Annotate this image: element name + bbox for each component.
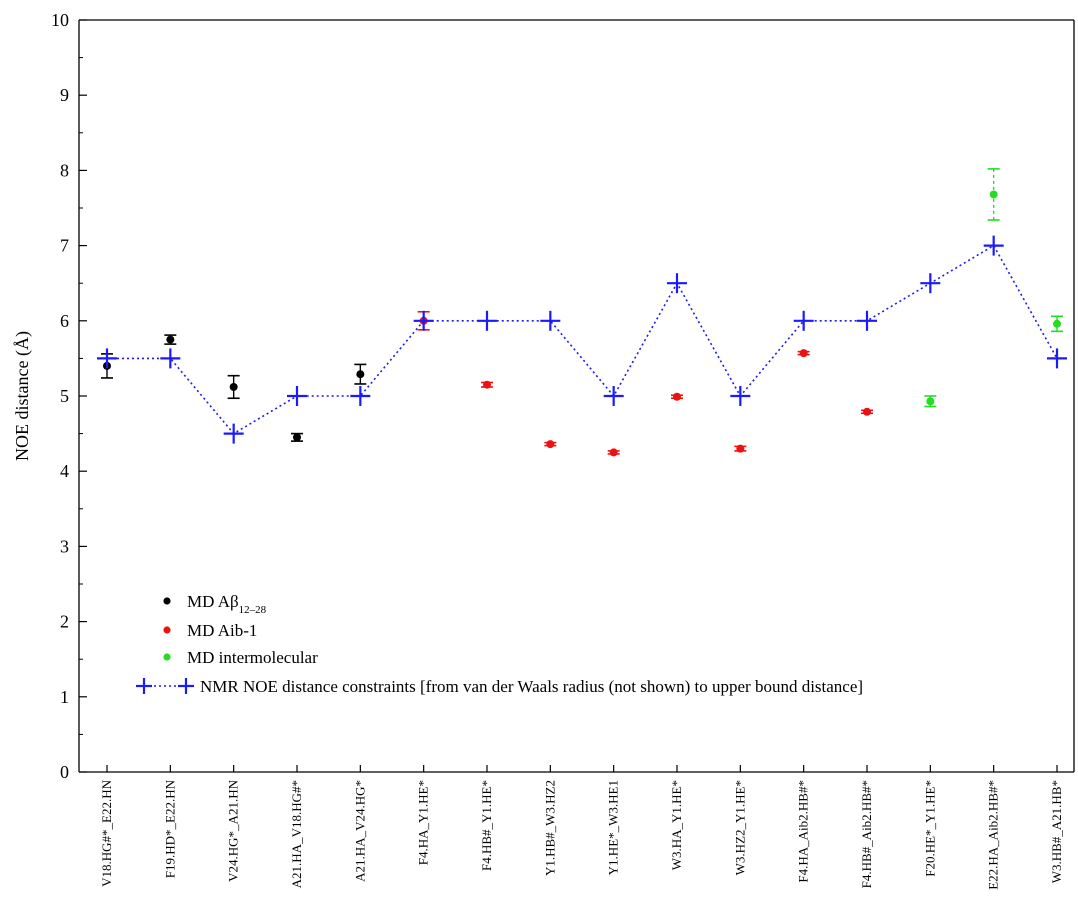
legend-label: MD Aib-1 — [187, 621, 257, 640]
y-tick-label: 9 — [60, 85, 69, 105]
legend-label-subscript: 12–28 — [239, 604, 267, 616]
nmr-constraint-line — [107, 244, 1058, 435]
x-axis-ticks: V18.HG#*_E22.HN F19.HD*_E22.HN V24.HG*_A21… — [99, 765, 1064, 890]
x-category-label: F4.HB#_Aib2.HB#* — [859, 780, 874, 888]
md-data-point — [229, 382, 238, 391]
legend-marker — [163, 653, 171, 661]
md-data-point — [673, 392, 681, 401]
y-tick-label: 8 — [60, 160, 69, 180]
y-tick-label: 5 — [60, 386, 69, 406]
legend-label: MD Aβ12–28 — [187, 592, 267, 616]
md-data-point — [926, 397, 935, 406]
series-3 — [97, 235, 1067, 444]
md-data-point — [989, 190, 998, 199]
md-data-point — [483, 380, 491, 389]
legend-marker — [163, 597, 171, 605]
x-category-label: W3.HZ2_Y1.HE* — [732, 780, 747, 875]
y-tick-label: 2 — [60, 612, 69, 632]
x-category-label: Y1.HB#_W3.HZ2 — [542, 780, 557, 876]
x-category-label: W3.HB#_A21.HB* — [1049, 780, 1064, 883]
y-tick-label: 1 — [60, 687, 69, 707]
y-tick-label: 0 — [60, 762, 69, 782]
y-axis-label: NOE distance (Å) — [12, 331, 33, 461]
y-axis-ticks: 0 1 2 3 4 5 6 7 8 9 10 — [51, 10, 87, 782]
x-category-label: F4.HB#_Y1.HE* — [479, 780, 494, 871]
legend-label-main: MD Aβ — [187, 592, 239, 611]
legend: MD Aβ12–28 MD Aib-1 MD intermolecular NMR N… — [136, 592, 863, 696]
y-tick-label: 7 — [60, 236, 69, 256]
series-1 — [417, 310, 873, 457]
x-category-label: F19.HD*_E22.HN — [162, 779, 177, 878]
y-tick-label: 6 — [60, 311, 69, 331]
x-category-label: E22.HA_Aib2.HB#* — [986, 780, 1001, 890]
md-data-point — [356, 370, 365, 379]
md-data-point — [799, 349, 808, 358]
md-data-point — [736, 444, 745, 453]
md-data-point — [863, 407, 871, 416]
x-category-label: V24.HG*_A21.HN — [226, 779, 241, 881]
x-category-label: Y1.HE*_W3.HE1 — [606, 780, 621, 875]
y-tick-label: 10 — [51, 10, 69, 30]
legend-label: MD intermolecular — [187, 648, 318, 667]
series-layer — [97, 168, 1067, 457]
md-data-point — [293, 433, 301, 442]
x-category-label: F4.HA_Y1.HE* — [416, 780, 431, 865]
x-category-label: F4.HA_Aib2.HB#* — [796, 780, 811, 883]
x-category-label: A21.HA_V24.HG* — [352, 780, 367, 882]
x-category-label: A21.HA_V18.HG#* — [289, 780, 304, 888]
y-tick-label: 3 — [60, 536, 69, 556]
x-category-label: F20.HE*_Y1.HE* — [922, 780, 937, 877]
x-category-label: W3.HA_Y1.HE* — [669, 780, 684, 870]
legend-label: NMR NOE distance constraints [from van d… — [200, 677, 863, 696]
md-data-point — [1053, 319, 1061, 328]
y-tick-label: 4 — [60, 461, 69, 481]
legend-marker — [163, 626, 171, 634]
x-category-label: V18.HG#*_E22.HN — [99, 779, 114, 886]
md-data-point — [166, 335, 175, 344]
series-2 — [924, 168, 1063, 408]
md-data-point — [609, 448, 618, 457]
md-data-point — [546, 440, 555, 449]
